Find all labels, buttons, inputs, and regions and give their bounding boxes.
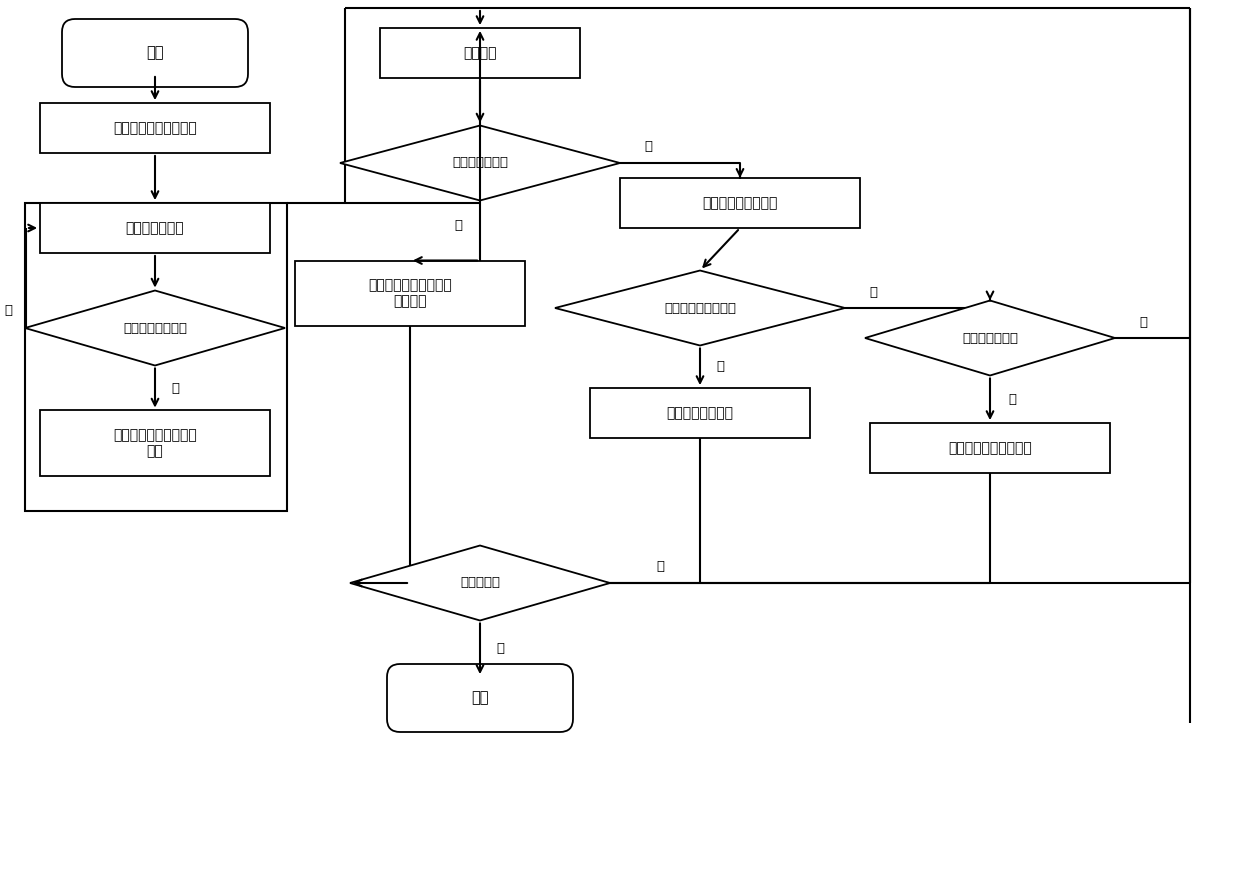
Polygon shape xyxy=(350,546,610,621)
Text: 是: 是 xyxy=(171,381,179,395)
FancyBboxPatch shape xyxy=(379,28,580,78)
Text: 否: 否 xyxy=(644,140,652,154)
Text: 否: 否 xyxy=(1140,315,1147,328)
Text: 更新端口配置信息: 更新端口配置信息 xyxy=(667,406,734,420)
Polygon shape xyxy=(556,270,844,345)
Text: 收到网络数据并解包: 收到网络数据并解包 xyxy=(702,196,777,210)
FancyBboxPatch shape xyxy=(387,664,573,732)
Text: 否: 否 xyxy=(869,285,877,298)
FancyBboxPatch shape xyxy=(40,411,270,476)
Text: 是: 是 xyxy=(715,360,724,374)
FancyBboxPatch shape xyxy=(62,19,248,87)
FancyBboxPatch shape xyxy=(295,260,525,326)
Polygon shape xyxy=(25,291,285,366)
Text: 载入端口映射配置文件: 载入端口映射配置文件 xyxy=(113,121,197,135)
Polygon shape xyxy=(340,125,620,200)
Text: 是: 是 xyxy=(496,642,503,655)
Text: 将数据写入到仪表端口: 将数据写入到仪表端口 xyxy=(949,441,1032,455)
Text: 客户端是否连接？: 客户端是否连接？ xyxy=(123,321,187,335)
Text: 是: 是 xyxy=(454,219,463,232)
Text: 收到数据: 收到数据 xyxy=(464,46,497,60)
Text: 开始: 开始 xyxy=(146,46,164,61)
Text: 将仪表端口和数据发送
到客户端: 将仪表端口和数据发送 到客户端 xyxy=(368,278,451,308)
Text: 结束: 结束 xyxy=(471,691,489,706)
Text: 等待客户端连接: 等待客户端连接 xyxy=(125,221,185,235)
Text: 是否为端口配置帧？: 是否为端口配置帧？ xyxy=(663,301,737,314)
Polygon shape xyxy=(866,300,1115,375)
Text: 否: 否 xyxy=(656,561,663,573)
FancyBboxPatch shape xyxy=(620,178,861,228)
FancyBboxPatch shape xyxy=(870,423,1110,473)
Text: 是否为数据帧？: 是否为数据帧？ xyxy=(962,331,1018,344)
FancyBboxPatch shape xyxy=(40,103,270,153)
Text: 是: 是 xyxy=(1008,393,1016,406)
Text: 否: 否 xyxy=(4,304,12,316)
Text: 向客户端发送映射配置
文件: 向客户端发送映射配置 文件 xyxy=(113,428,197,458)
Text: 是否退出？: 是否退出？ xyxy=(460,577,500,590)
FancyBboxPatch shape xyxy=(590,388,810,438)
Text: 仪表端口数据？: 仪表端口数据？ xyxy=(453,156,508,170)
FancyBboxPatch shape xyxy=(40,203,270,253)
